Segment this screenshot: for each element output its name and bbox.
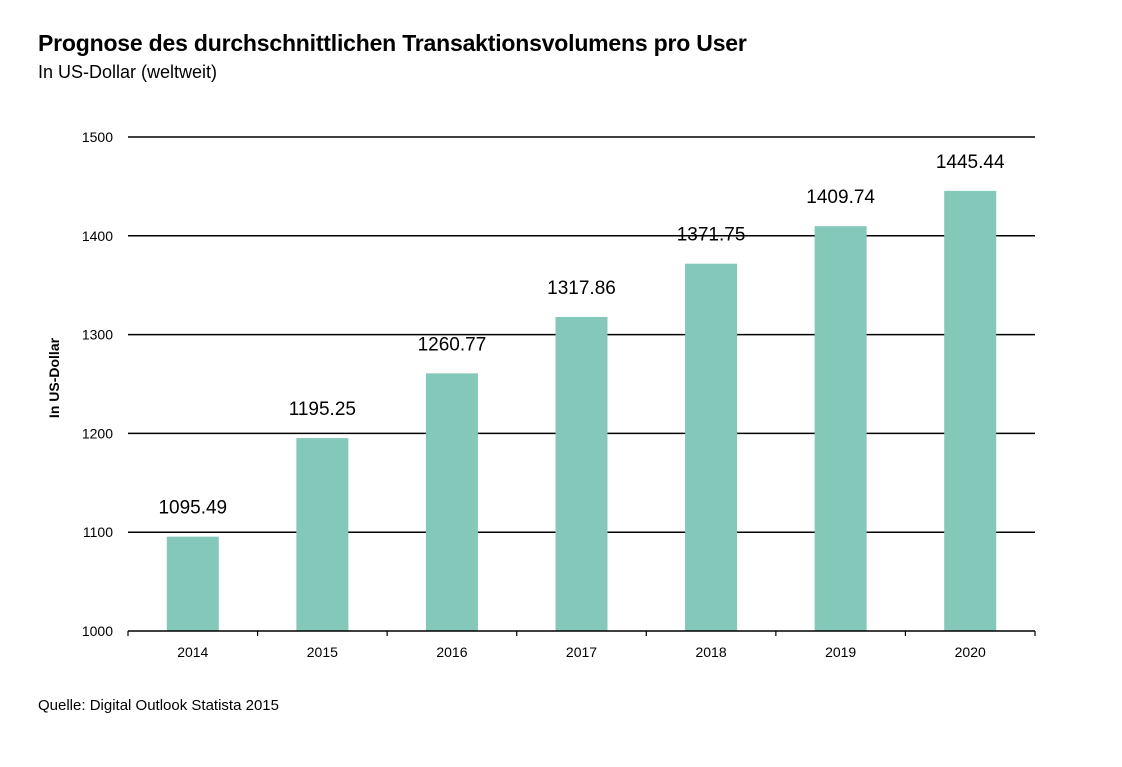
- y-axis-label: In US-Dollar: [46, 337, 62, 418]
- data-label: 1260.77: [418, 334, 487, 355]
- source-note: Quelle: Digital Outlook Statista 2015: [38, 697, 279, 714]
- bar-2016: [425, 373, 478, 631]
- y-tick-label: 1300: [82, 327, 113, 343]
- bar-2015: [296, 438, 349, 631]
- y-tick-label: 1100: [83, 524, 113, 540]
- x-tick-label: 2017: [566, 644, 597, 660]
- y-tick-label: 1000: [82, 623, 113, 639]
- bar-2020: [944, 190, 997, 631]
- data-label: 1095.49: [158, 498, 227, 519]
- bars: [166, 190, 997, 631]
- bar-2018: [685, 263, 738, 631]
- data-label: 1317.86: [547, 278, 616, 299]
- x-axis-ticks: 2014 2015 2016 2017 2018 2019 2020: [177, 644, 986, 660]
- y-tick-label: 1500: [82, 129, 113, 145]
- data-label: 1409.74: [806, 187, 875, 208]
- bar-2019: [814, 226, 867, 631]
- chart-title: Prognose des durchschnittlichen Transakt…: [38, 30, 747, 56]
- data-label: 1445.44: [936, 152, 1005, 173]
- y-tick-label: 1200: [82, 425, 113, 441]
- x-tick-label: 2016: [436, 644, 467, 660]
- data-labels: 1095.49 1195.25 1260.77 1317.86 1371.75 1409.…: [158, 152, 1005, 519]
- x-tick-label: 2014: [177, 644, 208, 660]
- x-tick-label: 2015: [307, 644, 338, 660]
- x-tick-label: 2019: [825, 644, 856, 660]
- chart-subtitle: In US-Dollar (weltweit): [38, 62, 218, 82]
- bar-2014: [166, 536, 219, 631]
- x-tick-label: 2020: [955, 644, 986, 660]
- y-axis-ticks: 1000 1100 1200 1300 1400 1500: [82, 129, 113, 639]
- y-tick-label: 1400: [82, 228, 113, 244]
- bar-2017: [555, 316, 608, 631]
- data-label: 1371.75: [677, 225, 746, 246]
- data-label: 1195.25: [289, 399, 356, 420]
- x-tick-label: 2018: [695, 644, 726, 660]
- x-axis: [127, 630, 1036, 636]
